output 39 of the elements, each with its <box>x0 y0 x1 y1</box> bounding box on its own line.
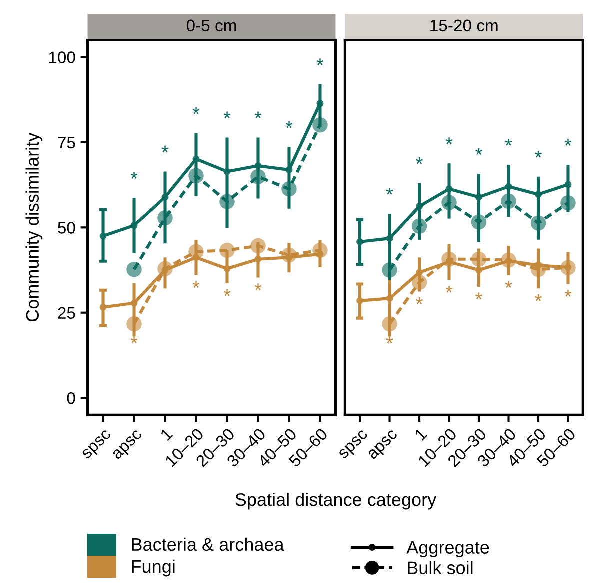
y-tick-label: 100 <box>49 52 76 64</box>
data-label: * <box>130 172 138 179</box>
data-label: * <box>286 121 293 128</box>
y-tick-label: 25 <box>58 307 76 320</box>
data-label: * <box>446 138 453 144</box>
x-tick-label: spsc <box>82 429 114 462</box>
data-label: * <box>192 281 200 288</box>
data-label: * <box>254 112 262 119</box>
data-label: * <box>162 146 169 153</box>
text: Aggregate <box>406 541 490 558</box>
data-label: * <box>564 290 572 297</box>
data-label: * <box>505 139 512 146</box>
data-label: * <box>386 336 394 344</box>
chart-title: 0-5 cm <box>186 20 236 32</box>
legend-label: Fungi <box>132 560 175 577</box>
data-label: * <box>316 58 324 66</box>
data-label: * <box>386 188 394 195</box>
data-label: * <box>564 139 572 146</box>
data-label: * <box>254 284 262 290</box>
data-label: * <box>535 294 542 302</box>
data-label: * <box>224 112 231 119</box>
data-label: * <box>476 292 482 300</box>
y-tick-label: 75 <box>58 137 76 149</box>
x-axis-title: Spatial distance category <box>236 492 437 510</box>
data-label: * <box>416 157 423 164</box>
data-label: * <box>416 298 423 304</box>
data-label: * <box>535 150 542 158</box>
data-label: * <box>130 336 138 344</box>
data-label: * <box>192 107 200 114</box>
data-label: * <box>476 148 482 156</box>
text: Bulk soil <box>408 561 473 574</box>
data-label: * <box>446 286 453 293</box>
data-label: * <box>224 289 231 296</box>
y-axis-title: Community dissimilarity <box>26 132 43 322</box>
data-label: * <box>505 281 512 288</box>
y-tick-label: 0 <box>67 392 76 404</box>
chart-title: 15-20 cm <box>430 20 498 32</box>
legend-label: Bacteria & archaea <box>132 538 284 552</box>
y-tick-label: 50 <box>58 222 76 234</box>
